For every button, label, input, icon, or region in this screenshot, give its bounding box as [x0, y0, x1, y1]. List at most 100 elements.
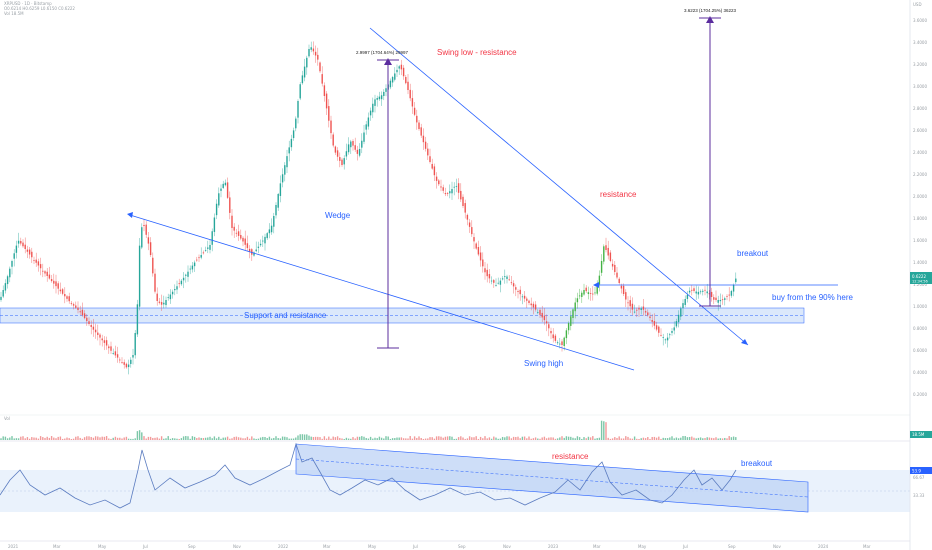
volume-bar	[367, 438, 370, 440]
candle-body	[717, 300, 719, 303]
volume-bar	[561, 436, 563, 440]
volume-bar	[435, 436, 438, 440]
volume-bar	[17, 438, 20, 440]
volume-bar	[627, 436, 629, 440]
candle-body	[204, 249, 207, 251]
candle-body	[550, 330, 552, 334]
volume-bar	[398, 437, 400, 440]
candle-body	[224, 182, 227, 186]
rsi-level-high: 66.67	[913, 475, 925, 480]
volume-bar	[88, 436, 90, 440]
volume-bar	[255, 438, 257, 440]
candle-body	[196, 259, 198, 261]
candle-body	[189, 268, 191, 270]
volume-bar	[90, 436, 92, 440]
candle-body	[464, 203, 466, 213]
candle-body	[180, 280, 183, 285]
candle-body	[259, 243, 262, 246]
candle-body	[462, 196, 464, 206]
volume-bar	[163, 438, 165, 440]
volume-bar	[372, 438, 374, 440]
volume-bar	[259, 437, 262, 440]
volume-bar	[244, 438, 246, 440]
volume-bar	[471, 437, 473, 440]
volume-bar	[693, 437, 695, 440]
time-axis[interactable]: 2021 Mar May Jul Sep Nov 2022 Mar May Jul Sep Nov 20…	[8, 544, 871, 549]
candle-body	[11, 261, 13, 267]
measure-left[interactable]	[377, 58, 399, 349]
candle-body	[534, 304, 537, 310]
volume-bar	[262, 436, 264, 440]
candle-body	[358, 149, 361, 156]
candle-body	[209, 245, 211, 250]
volume-bar	[378, 436, 381, 440]
candle-body	[618, 278, 620, 283]
volume-bar	[680, 437, 682, 440]
candle-body	[284, 165, 286, 175]
candle-body	[44, 271, 46, 274]
rsi-pane	[0, 442, 910, 513]
volume-bar	[620, 438, 623, 440]
candle-body	[187, 271, 189, 277]
rsi-resistance-label: resistance	[552, 452, 589, 461]
price-tick-label: 1.2000	[913, 282, 927, 287]
trendlines[interactable]	[127, 27, 838, 371]
candle-body	[33, 259, 35, 261]
volume-bar	[112, 437, 114, 440]
candle-body	[141, 227, 143, 248]
candle-body	[317, 54, 319, 60]
volume-bar	[86, 436, 88, 440]
candle-body	[543, 315, 546, 321]
volume-bar	[567, 436, 570, 440]
candle-body	[561, 341, 563, 345]
candle-body	[658, 326, 660, 333]
candle-body	[477, 247, 480, 255]
candle-body	[438, 180, 440, 185]
volume-tag	[910, 431, 932, 438]
volume-bar	[0, 438, 2, 440]
volume-bar	[83, 437, 86, 440]
time-tick-label: May	[98, 544, 107, 549]
measure-right[interactable]	[699, 16, 721, 307]
candle-body	[119, 359, 121, 361]
volume-bar	[671, 436, 673, 440]
volume-bar	[46, 436, 48, 440]
volume-bar	[495, 437, 497, 440]
candle-body	[504, 276, 506, 278]
candle-body	[257, 246, 260, 248]
volume-bar	[519, 438, 521, 440]
measure-left-label: 2.9997 (1704.64%) 29997	[356, 50, 409, 55]
candle-body	[541, 312, 543, 318]
candle-body	[528, 300, 530, 303]
volume-bar	[572, 437, 574, 440]
candle-body	[532, 303, 535, 308]
candle-body	[512, 283, 515, 287]
volume-bar	[468, 436, 471, 440]
candle-body	[61, 289, 64, 294]
candle-body	[655, 325, 658, 330]
candle-body	[572, 309, 574, 319]
candle-body	[231, 215, 233, 228]
volume-bar	[138, 430, 141, 440]
volume-bar	[97, 436, 99, 440]
volume-bar	[321, 438, 323, 440]
volume-bar	[286, 437, 288, 440]
candle-body	[297, 101, 299, 118]
volume-bar	[684, 436, 686, 440]
volume-bar	[273, 437, 275, 440]
price-tick-label: 3.6000	[913, 18, 927, 23]
volume-bar	[534, 437, 537, 440]
candle-body	[686, 294, 689, 299]
candle-body	[673, 327, 675, 331]
candle-body	[72, 304, 75, 306]
volume-bar	[59, 436, 62, 440]
volume-bar	[438, 436, 440, 440]
volume-bar	[215, 438, 218, 440]
candle-body	[356, 149, 359, 154]
volume-bar	[156, 437, 158, 440]
candle-body	[433, 166, 436, 176]
candle-body	[616, 272, 618, 278]
price-axis[interactable]: USD 3.6000 3.4000 3.2000 3.0000 2.8000 2.6000…	[909, 0, 932, 550]
support-resistance-zone[interactable]	[0, 307, 805, 324]
candle-body	[609, 252, 612, 261]
